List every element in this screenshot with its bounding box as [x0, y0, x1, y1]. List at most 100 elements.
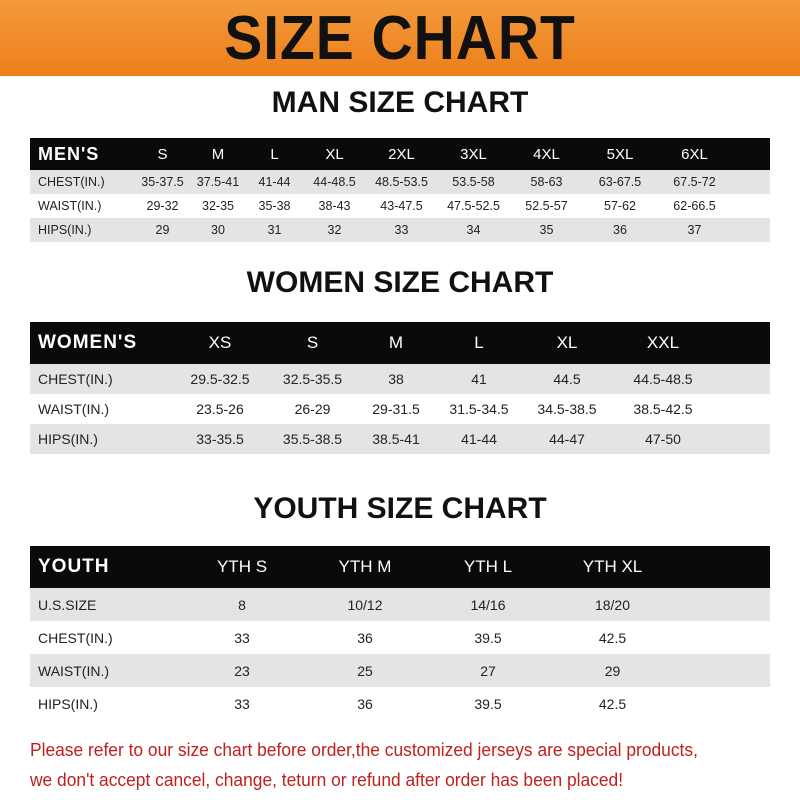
cell: 23	[234, 662, 250, 679]
cell: 44-47	[549, 431, 585, 447]
cell: 4XL	[533, 145, 560, 163]
cell: 36	[357, 695, 373, 712]
cell: 58-63	[530, 175, 563, 189]
cell: 38	[388, 371, 404, 387]
cell: YTH L	[463, 557, 513, 576]
table-row: WAIST(IN.) 29-32 32-35 35-38 38-43 43-47.5 47.…	[30, 194, 770, 218]
table-row: HIPS(IN.) 33 36 39.5 42.5	[30, 687, 770, 720]
cell: 39.5	[474, 695, 502, 712]
cell: M	[211, 145, 225, 163]
cell: 26-29	[294, 401, 331, 417]
table-row: HIPS(IN.) 29 30 31 32 33 34 35 36 37	[30, 218, 770, 242]
cell: 41-44	[258, 175, 291, 189]
cell: 10/12	[347, 596, 383, 613]
cell: 39.5	[474, 629, 502, 646]
cell: YTH S	[216, 557, 268, 576]
cell: XXL	[646, 333, 680, 352]
cell: 30	[211, 223, 225, 237]
cell: M	[388, 333, 404, 352]
cell: 62-66.5	[673, 199, 716, 213]
cell: S	[306, 333, 319, 352]
cell: 33	[234, 629, 250, 646]
cell: 47-50	[645, 431, 681, 447]
cell: 38.5-42.5	[633, 401, 693, 417]
cell: 43-47.5	[380, 199, 423, 213]
cell: 41-44	[461, 431, 497, 447]
cell: 5XL	[606, 145, 634, 163]
cell: 23.5-26	[196, 401, 244, 417]
cell: 8	[238, 596, 246, 613]
cell: 32-35	[202, 199, 234, 213]
cell: XL	[325, 145, 344, 163]
table-row: WAIST(IN.) 23 25 27 29	[30, 654, 770, 687]
cell: 3XL	[460, 145, 487, 163]
women-size-table: WOMEN'S XS S M L XL XXL CHEST(IN.) 29.5-32.5 32.5…	[30, 322, 770, 454]
cell: XL	[556, 333, 578, 352]
cell: 44.5	[553, 371, 581, 387]
cell: S	[157, 145, 168, 163]
cell: 29-32	[146, 199, 179, 213]
cell: 27	[480, 662, 496, 679]
cell: 36	[357, 629, 373, 646]
cell: 36	[613, 223, 627, 237]
cell: 31	[267, 223, 282, 237]
row-label: WAIST(IN.)	[38, 199, 102, 213]
row-label: CHEST(IN.)	[38, 629, 113, 646]
table-row: CHEST(IN.) 29.5-32.5 32.5-35.5 38 41 44.5 44.5…	[30, 364, 770, 394]
table-row: U.S.SIZE 8 10/12 14/16 18/20	[30, 588, 770, 621]
cell: 52.5-57	[525, 199, 568, 213]
cell: 34	[466, 223, 481, 237]
cell: 37	[687, 223, 702, 237]
table-row: CHEST(IN.) 35-37.5 37.5-41 41-44 44-48.5 48.5…	[30, 170, 770, 194]
table-row: HIPS(IN.) 33-35.5 35.5-38.5 38.5-41 41-44 44-…	[30, 424, 770, 454]
cell: XS	[208, 333, 232, 352]
cell: 48.5-53.5	[375, 175, 428, 189]
youth-size-table: YOUTH YTH S YTH M YTH L YTH XL U.S.SIZE 8 10/12…	[30, 546, 770, 720]
row-label: WAIST(IN.)	[38, 401, 110, 417]
cell: 29	[155, 223, 170, 237]
row-label: U.S.SIZE	[38, 596, 97, 613]
notice-line: we don't accept cancel, change, teturn o…	[30, 769, 624, 790]
banner-title: SIZE CHART	[224, 3, 576, 73]
cell: 35-37.5	[141, 175, 184, 189]
cell: 35.5-38.5	[282, 431, 343, 447]
row-label: YOUTH	[38, 556, 110, 577]
cell: 35	[539, 223, 554, 237]
women-section-title: WOMEN SIZE CHART	[246, 266, 554, 299]
header-row: YOUTH YTH S YTH M YTH L YTH XL	[30, 546, 770, 588]
cell: 32.5-35.5	[282, 371, 343, 387]
cell: 2XL	[388, 145, 415, 163]
order-notice: Please refer to our size chart before or…	[30, 735, 735, 795]
cell: 14/16	[470, 596, 506, 613]
men-section-title: MAN SIZE CHART	[271, 86, 529, 119]
row-label: WAIST(IN.)	[38, 662, 110, 679]
youth-section-title: YOUTH SIZE CHART	[253, 492, 547, 525]
cell: 37.5-41	[196, 175, 240, 189]
cell: 29-31.5	[372, 401, 420, 417]
cell: 67.5-72	[673, 175, 716, 189]
cell: 25	[357, 662, 373, 679]
row-label: WOMEN'S	[38, 332, 138, 353]
men-size-table: MEN'S S M L XL 2XL 3XL 4XL 5XL 6XL CHEST(IN.) 35-37…	[30, 138, 770, 242]
cell: 18/20	[594, 596, 631, 613]
cell: 34.5-38.5	[537, 401, 597, 417]
row-label: HIPS(IN.)	[38, 431, 98, 447]
header-row: MEN'S S M L XL 2XL 3XL 4XL 5XL 6XL	[30, 138, 770, 170]
cell: 44.5-48.5	[633, 371, 693, 387]
cell: 33	[394, 223, 409, 237]
cell: 6XL	[681, 145, 708, 163]
table-row: CHEST(IN.) 33 36 39.5 42.5	[30, 621, 770, 654]
cell: 33-35.5	[196, 431, 244, 447]
cell: 38-43	[318, 199, 351, 213]
cell: 31.5-34.5	[449, 401, 509, 417]
row-label: CHEST(IN.)	[38, 175, 105, 189]
table-row: WAIST(IN.) 23.5-26 26-29 29-31.5 31.5-34.5 34…	[30, 394, 770, 424]
cell: YTH XL	[582, 557, 643, 576]
cell: 42.5	[598, 629, 627, 646]
cell: 38.5-41	[372, 431, 420, 447]
cell: 47.5-52.5	[447, 199, 500, 213]
cell: L	[270, 145, 279, 163]
notice-line: Please refer to our size chart before or…	[30, 739, 698, 760]
cell: 35-38	[258, 199, 291, 213]
cell: 33	[234, 695, 250, 712]
